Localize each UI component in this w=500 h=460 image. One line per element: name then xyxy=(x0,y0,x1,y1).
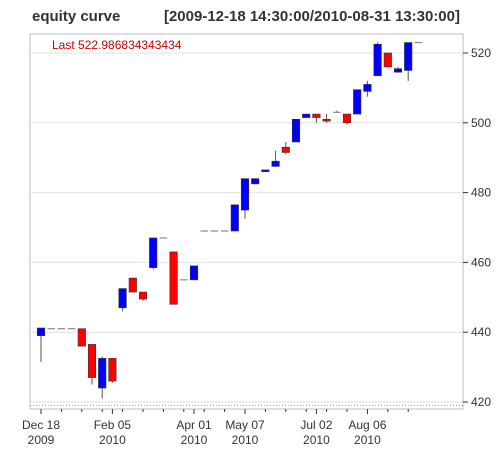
candle-body-up xyxy=(189,265,199,281)
y-tick-label: 440 xyxy=(471,325,491,339)
candle-body-down xyxy=(383,52,392,68)
candle-body-down xyxy=(87,344,97,378)
candle-body-up xyxy=(373,43,382,76)
candle xyxy=(342,113,352,125)
y-tick-label: 420 xyxy=(471,395,491,409)
candle xyxy=(118,288,127,312)
candle xyxy=(373,42,382,76)
candle-body-down xyxy=(322,119,331,122)
candle-body-up xyxy=(271,160,280,167)
last-value-label: Last 522.986834343434 xyxy=(52,38,182,52)
candle xyxy=(363,80,372,97)
candle-body-up xyxy=(353,89,362,115)
candle xyxy=(98,356,107,399)
y-tick-label: 460 xyxy=(471,255,491,269)
candle-body-down xyxy=(108,358,117,382)
candle xyxy=(271,150,280,167)
x-tick-label: May 07 2010 xyxy=(225,418,265,447)
x-tick-label: Jul 02 2010 xyxy=(300,418,332,447)
candle-body-up xyxy=(261,169,270,172)
candle-body-up xyxy=(149,237,158,268)
candle xyxy=(291,119,301,143)
candle xyxy=(240,178,250,219)
candle xyxy=(189,265,199,281)
candle-body-down xyxy=(77,328,86,347)
candle xyxy=(128,277,137,293)
candle-body-up xyxy=(291,119,301,143)
candle xyxy=(169,251,178,305)
x-tick-label: Apr 01 2010 xyxy=(176,418,212,447)
candle xyxy=(149,237,158,270)
x-tick-label: Aug 06 2010 xyxy=(348,418,386,447)
y-tick-label: 480 xyxy=(471,186,491,200)
candle-body-down xyxy=(169,251,178,305)
candles-group xyxy=(36,41,423,399)
candle-body-up xyxy=(240,178,250,211)
candle xyxy=(230,204,239,232)
candle-body-up xyxy=(363,84,372,92)
plot-frame xyxy=(29,33,464,410)
candle xyxy=(353,89,362,115)
candle xyxy=(251,178,260,185)
candle-body-up xyxy=(302,113,311,118)
candle xyxy=(404,42,413,81)
candle-body-up xyxy=(230,204,239,232)
candle xyxy=(322,114,331,123)
candle xyxy=(36,327,46,362)
candle-body-up xyxy=(251,178,260,185)
y-tick-label: 520 xyxy=(471,46,491,60)
candle xyxy=(333,110,341,113)
candle-body-up xyxy=(98,358,107,389)
candle-body-down xyxy=(281,146,290,153)
candle xyxy=(302,113,311,118)
date-range-label: [2009-12-18 14:30:00/2010-08-31 13:30:00… xyxy=(164,8,460,25)
x-axis: Dec 18 2009 Feb 05 2010 Apr 01 2010 May 07 2010… xyxy=(22,409,409,447)
chart-title: equity curve xyxy=(32,8,120,25)
candle xyxy=(261,169,270,172)
x-tick-label: Dec 18 2009 xyxy=(22,418,60,447)
candle xyxy=(108,358,117,383)
x-tick-label: Feb 05 2010 xyxy=(94,418,132,447)
candle-body-down xyxy=(312,113,321,118)
candle xyxy=(77,328,86,347)
candle-body-up xyxy=(118,288,127,309)
candle xyxy=(281,141,290,155)
y-axis: 420 440 460 480 500 520 xyxy=(463,46,491,409)
candle-body-down xyxy=(128,277,137,293)
y-tick-label: 500 xyxy=(471,116,491,130)
candle xyxy=(383,52,392,68)
candle xyxy=(87,344,97,385)
candle xyxy=(138,291,148,301)
candle xyxy=(393,66,403,73)
candle-body-down xyxy=(138,291,148,300)
candle-body-up xyxy=(404,42,413,71)
candle-body-up xyxy=(393,68,403,73)
candle xyxy=(312,113,321,123)
candle-body-up xyxy=(36,327,46,336)
candle-body-down xyxy=(342,113,352,124)
